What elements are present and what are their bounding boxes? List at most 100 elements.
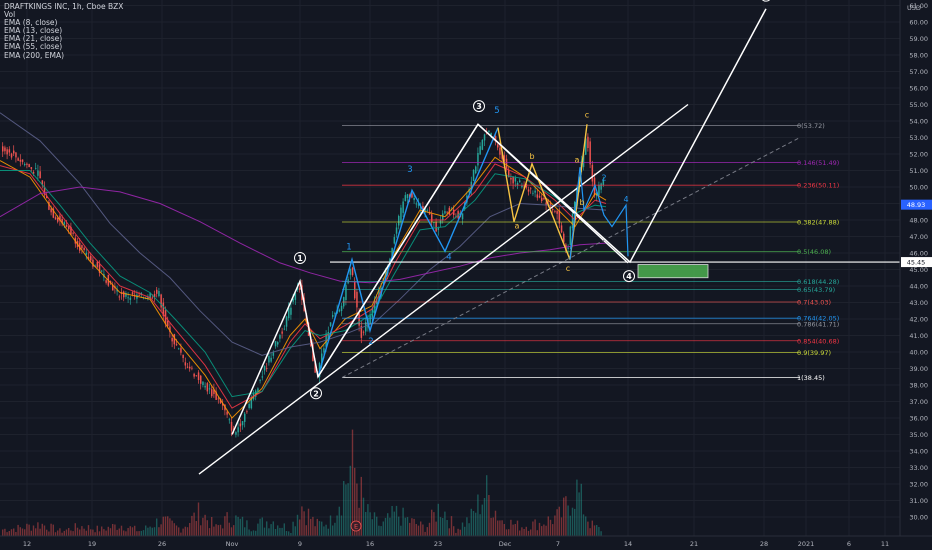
volume-bar	[79, 529, 81, 536]
candle-body	[292, 298, 294, 302]
volume-bar	[195, 521, 197, 536]
candle-body	[206, 383, 209, 392]
wave-sub-label: 4	[623, 195, 628, 204]
ema-line-4	[0, 186, 607, 284]
volume-bar	[378, 525, 380, 536]
volume-bar	[213, 526, 215, 536]
volume-bar	[536, 530, 538, 536]
volume-bar	[136, 531, 138, 536]
candle-body	[483, 134, 486, 141]
wave-main-label: 2	[313, 389, 319, 398]
volume-bar	[200, 525, 202, 536]
candle-body	[444, 211, 446, 214]
candle-body	[334, 313, 336, 315]
candle-body	[2, 146, 4, 152]
price-tick-label: 55.00	[909, 101, 928, 109]
wave-main-label: 5	[763, 0, 769, 1]
volume-bar	[439, 517, 442, 536]
time-tick-label: 16	[366, 540, 374, 548]
volume-bar	[567, 505, 569, 536]
volume-bar	[208, 528, 211, 536]
candle-body	[417, 203, 420, 206]
candle-body	[208, 388, 211, 390]
volume-bar	[68, 528, 70, 536]
volume-bar	[589, 528, 591, 536]
candle-body	[358, 313, 360, 326]
volume-bar	[228, 522, 230, 536]
volume-bar	[270, 524, 272, 536]
volume-bar	[373, 512, 376, 536]
candle-body	[26, 163, 28, 165]
candle-body	[13, 150, 15, 154]
volume-bar	[318, 521, 321, 536]
time-tick-label: 11	[881, 540, 889, 548]
price-tick-label: 46.00	[909, 250, 928, 258]
candle-body	[314, 361, 316, 373]
volume-bar	[384, 517, 387, 536]
candle-body	[105, 280, 107, 283]
wave-main-label-circle	[761, 0, 771, 2]
volume-bar	[283, 523, 285, 536]
volume-bar	[59, 528, 61, 536]
candle-body	[296, 287, 299, 290]
volume-bar	[464, 526, 466, 536]
candle-body	[376, 298, 378, 304]
candle-body	[184, 362, 187, 366]
volume-bar	[448, 528, 450, 536]
price-tick-label: 39.00	[909, 365, 928, 373]
candle-body	[591, 164, 594, 182]
candle-body	[571, 213, 574, 229]
volume-bar	[37, 522, 39, 536]
candle-body	[413, 198, 415, 201]
volume-bar	[554, 515, 556, 536]
volume-bar	[543, 524, 545, 536]
volume-bar	[481, 504, 483, 536]
volume-bar	[138, 531, 140, 536]
candle-body	[222, 403, 224, 406]
price-tick-label: 58.00	[909, 52, 928, 60]
volume-bar	[582, 514, 585, 536]
wave-minor-label: 5	[494, 106, 499, 116]
volume-bar	[74, 523, 76, 536]
candle-body	[61, 218, 63, 224]
volume-bar	[204, 514, 206, 536]
volume-bar	[593, 525, 596, 536]
volume-bar	[301, 506, 303, 536]
volume-bar	[175, 525, 178, 536]
time-tick-label: 14	[624, 540, 632, 548]
volume-bar	[371, 519, 373, 536]
candle-body	[585, 138, 587, 155]
volume-bar	[437, 503, 439, 536]
price-tick-label: 35.00	[909, 431, 928, 439]
candle-body	[475, 166, 477, 174]
volume-bar	[321, 521, 323, 536]
volume-bar	[316, 518, 318, 536]
volume-bar	[235, 515, 237, 536]
volume-bar	[255, 530, 257, 536]
candle-body	[96, 261, 99, 268]
time-tick-label: 26	[158, 540, 166, 548]
price-tick-label: 52.00	[909, 151, 928, 159]
candle-body	[180, 348, 182, 353]
candle-body	[323, 348, 325, 353]
candle-body	[556, 211, 558, 214]
candle-body	[151, 297, 154, 299]
volume-bar	[169, 518, 171, 536]
volume-bar	[446, 520, 448, 536]
candle-body	[545, 202, 547, 205]
volume-bar	[277, 525, 279, 536]
volume-bar	[519, 530, 521, 536]
volume-bar	[70, 530, 72, 536]
volume-bar	[160, 524, 162, 536]
volume-bar	[294, 526, 296, 536]
volume-bar	[578, 492, 580, 536]
price-axis-unit: USD	[907, 4, 921, 12]
price-tick-label: 40.00	[909, 349, 928, 357]
candle-body	[398, 216, 400, 226]
price-tick-label: 50.00	[909, 184, 928, 192]
volume-bar	[547, 516, 549, 536]
ema-line-2	[0, 170, 607, 398]
volume-bar	[274, 529, 277, 536]
